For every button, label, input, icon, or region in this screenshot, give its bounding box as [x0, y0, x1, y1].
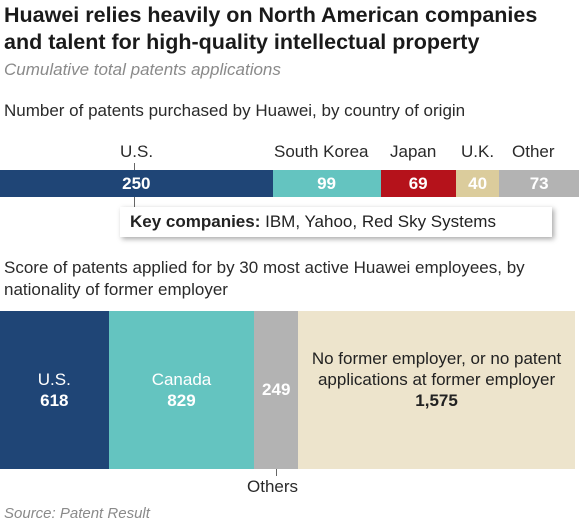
value-label-japan: 69: [408, 174, 428, 193]
employee-category-us: U.S.: [37, 370, 71, 389]
employee-label-no-employer: No former employer, or no patent applica…: [298, 348, 575, 411]
value-label-us: 250: [122, 174, 151, 193]
employee-category-no-employer: No former employer, or no patent applica…: [311, 349, 562, 389]
employee-label-canada: Canada 829: [109, 369, 255, 411]
employee-category-canada: Canada: [151, 370, 212, 389]
section-label-employees: Score of patents applied for by 30 most …: [4, 258, 525, 299]
value-label-other: 73: [529, 174, 549, 193]
key-companies-callout: Key companies: IBM, Yahoo, Red Sky Syste…: [120, 207, 552, 237]
employee-segment-others: [254, 311, 299, 469]
employee-patents-bar: U.S. 618 Canada 829 249 No former employ…: [0, 311, 579, 469]
source-note: Source: Patent Result: [4, 505, 150, 522]
chart-title: Huawei relies heavily on North American …: [4, 3, 538, 54]
key-companies-label: Key companies:: [130, 212, 261, 231]
section-label-purchased: Number of patents purchased by Huawei, b…: [4, 101, 466, 120]
employee-category-others: Others: [247, 477, 299, 496]
leader-line-us: [134, 163, 135, 170]
category-label-japan: Japan: [390, 142, 437, 161]
category-label-uk: U.K.: [461, 142, 495, 161]
patents-purchased-bar: 250 99 69 40 73: [0, 170, 579, 197]
category-label-south-korea: South Korea: [274, 142, 369, 161]
category-label-other: Other: [512, 142, 555, 161]
chart-subtitle: Cumulative total patents applications: [4, 60, 281, 79]
employee-value-no-employer: 1,575: [415, 391, 458, 410]
bar-segment-south-korea: [272, 170, 381, 197]
employee-value-us: 618: [40, 391, 69, 410]
employee-value-canada: 829: [167, 391, 196, 410]
employee-value-others: 249: [262, 380, 291, 399]
bar-segment-other: [499, 170, 579, 197]
employee-label-us: U.S. 618: [0, 369, 109, 411]
value-label-south-korea: 99: [317, 174, 337, 193]
leader-line-callout: [134, 197, 135, 207]
category-label-us: U.S.: [120, 142, 154, 161]
employee-segment-canada: [108, 311, 255, 469]
bar-segment-japan: [380, 170, 456, 197]
bar-segment-us: [0, 170, 273, 197]
employee-segment-us: [0, 311, 109, 469]
leader-line-others: [276, 469, 277, 476]
key-companies-list: IBM, Yahoo, Red Sky Systems: [260, 212, 496, 231]
value-label-uk: 40: [468, 174, 488, 193]
employee-segment-no-employer: [298, 311, 575, 469]
bar-segment-uk: [455, 170, 500, 197]
